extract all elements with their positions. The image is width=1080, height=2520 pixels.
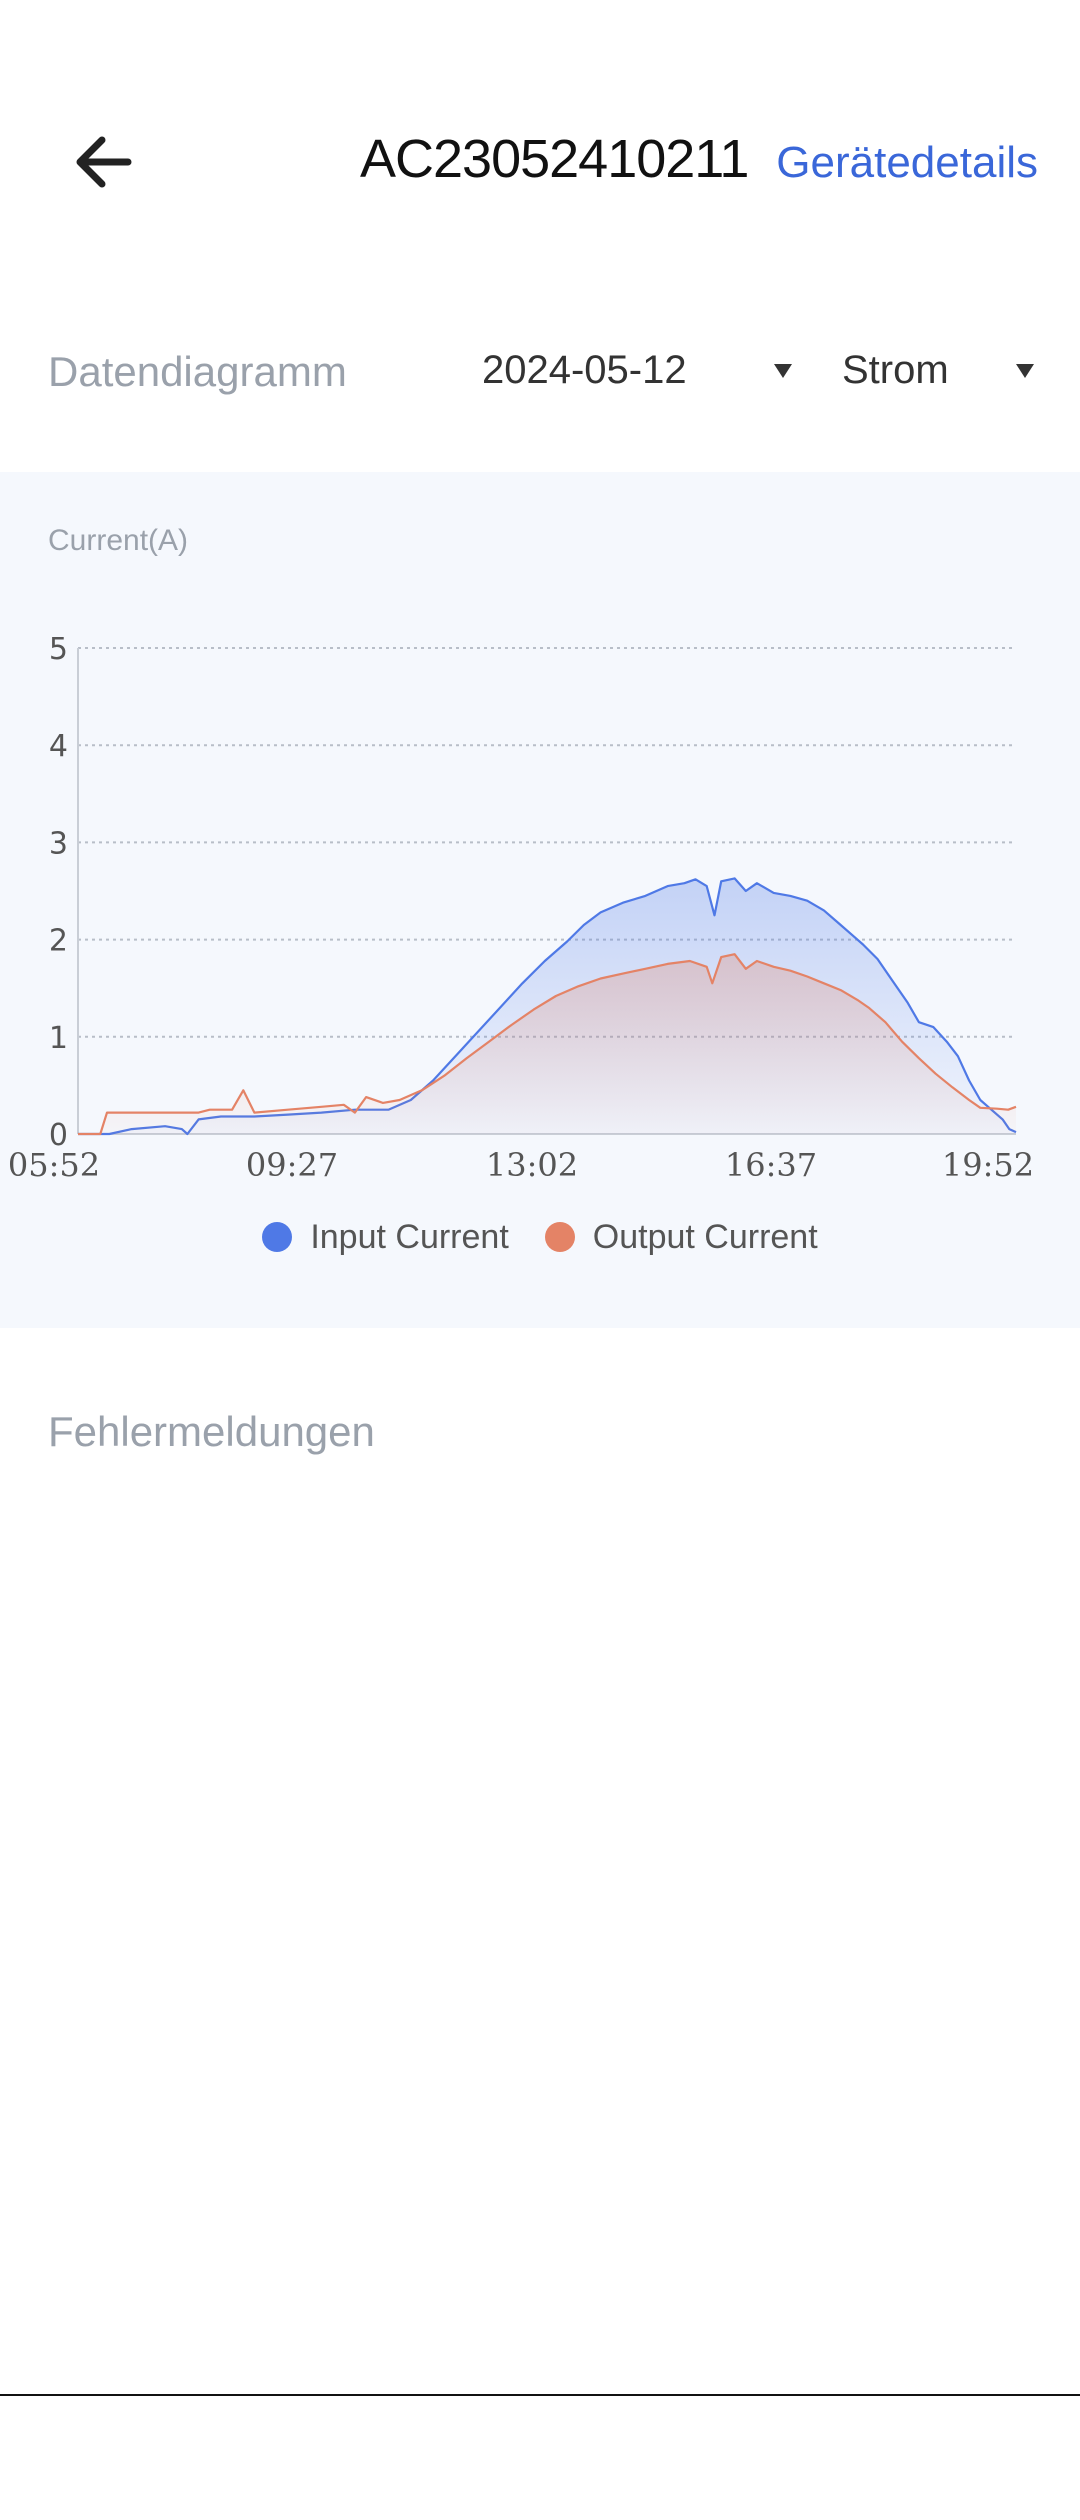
y-tick-label: 3: [49, 826, 68, 861]
y-tick-label: 0: [49, 1118, 68, 1153]
legend-item-input[interactable]: Input Current: [262, 1217, 509, 1257]
legend-dot-icon: [544, 1222, 575, 1252]
y-tick-label: 5: [49, 632, 68, 667]
y-tick-label: 1: [49, 1021, 68, 1056]
x-tick-label: 13:02: [486, 1146, 578, 1184]
chart-panel: Current(A) 0 1 2 3 4 5 05:52 09:27 13:02 16:37 19:…: [0, 472, 1080, 1328]
chart-y-unit: Current(A): [48, 524, 189, 557]
device-title: AC23052410211: [360, 129, 749, 189]
caret-down-icon: [1016, 364, 1034, 378]
x-tick-label: 05:52: [8, 1146, 100, 1184]
legend-item-output[interactable]: Output Current: [544, 1217, 818, 1257]
legend-label: Output Current: [592, 1217, 818, 1256]
caret-down-icon: [774, 364, 792, 378]
date-dropdown[interactable]: 2024-05-12: [482, 346, 792, 406]
data-diagram-label: Datendiagramm: [48, 348, 347, 395]
legend-label: Input Current: [310, 1217, 509, 1256]
filter-row: Datendiagramm 2024-05-12 Strom: [0, 330, 1080, 460]
y-tick-label: 4: [49, 729, 68, 764]
back-button[interactable]: [68, 122, 148, 202]
device-details-link[interactable]: Gerätedetails: [776, 138, 1038, 187]
x-tick-label: 19:52: [942, 1146, 1034, 1184]
error-messages-title: Fehlermeldungen: [48, 1408, 375, 1455]
app-header: AC23052410211 Gerätedetails: [0, 0, 1080, 330]
current-chart: 0 1 2 3 4 5 05:52 09:27 13:02 16:37 19:52: [8, 632, 1034, 1184]
series-area-1: [78, 954, 1016, 1134]
x-tick-label: 09:27: [246, 1146, 338, 1184]
metric-value: Strom: [842, 348, 949, 392]
x-tick-label: 16:37: [725, 1146, 817, 1184]
y-tick-label: 2: [49, 924, 68, 959]
legend-dot-icon: [262, 1222, 293, 1252]
chart-legend: Input Current Output Current: [0, 1207, 1080, 1267]
metric-dropdown[interactable]: Strom: [842, 346, 1034, 406]
series-line-1: [78, 953, 1017, 1136]
date-value: 2024-05-12: [482, 348, 687, 392]
bottom-divider: [0, 2394, 1080, 2396]
arrow-left-icon: [76, 136, 132, 188]
